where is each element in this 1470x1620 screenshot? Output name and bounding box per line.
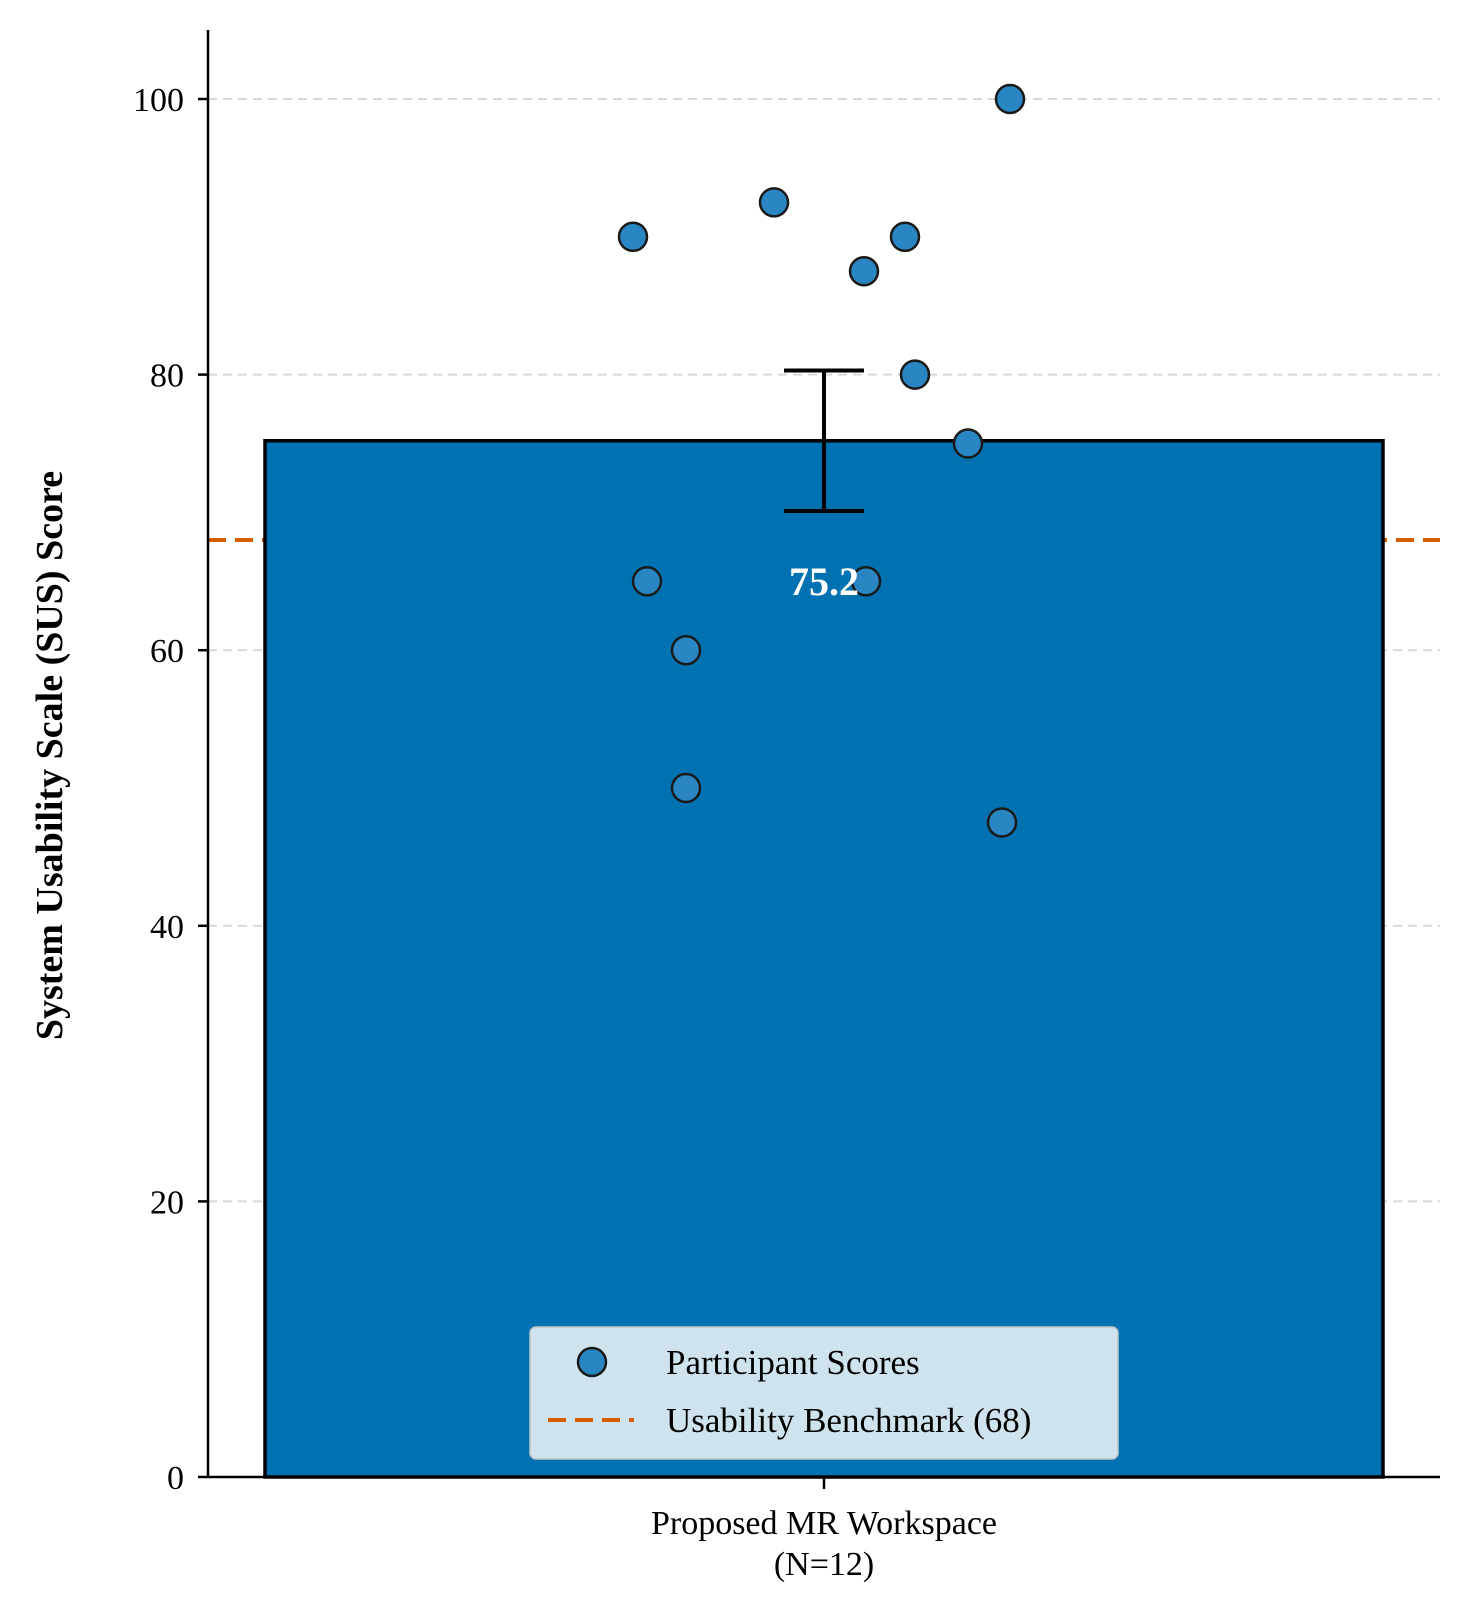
participant-point [631, 566, 663, 597]
participant-points [617, 83, 1026, 838]
x-category-sublabel: (N=12) [774, 1546, 874, 1583]
legend-entry-participant-scores: Participant Scores [666, 1343, 920, 1382]
legend-box [529, 1326, 1119, 1460]
y-tick-label: 40 [150, 909, 184, 946]
participant-point [952, 428, 984, 459]
participant-point [670, 634, 702, 666]
x-ticks: Proposed MR Workspace (N=12) [651, 1477, 997, 1583]
y-tick-label: 100 [133, 82, 184, 119]
y-axis-label: System Usability Scale (SUS) Score [29, 471, 71, 1040]
participant-point [994, 83, 1026, 115]
y-tick-label: 20 [150, 1184, 184, 1221]
bar-value-label: 75.2 [789, 559, 859, 604]
legend-entry-usability-benchmark: Usability Benchmark (68) [666, 1401, 1031, 1440]
participant-point [986, 807, 1018, 838]
error-bar [784, 368, 864, 514]
y-tick-label: 60 [150, 633, 184, 670]
participant-point [758, 187, 790, 218]
y-tick-label: 0 [167, 1460, 184, 1497]
participant-point [850, 566, 882, 597]
y-tick-label: 80 [150, 358, 184, 395]
participant-point [889, 221, 921, 253]
participant-point [899, 359, 931, 390]
x-category-label: Proposed MR Workspace [651, 1505, 997, 1542]
legend-point-marker [576, 1346, 608, 1378]
legend: Participant Scores Usability Benchmark (… [529, 1326, 1119, 1460]
bar [263, 438, 1385, 1479]
participant-point [848, 256, 880, 287]
participant-point [617, 221, 649, 253]
participant-point [670, 772, 702, 804]
bar-layer [263, 438, 1385, 1479]
y-ticks: 0 20 40 60 80 100 [133, 82, 208, 1497]
